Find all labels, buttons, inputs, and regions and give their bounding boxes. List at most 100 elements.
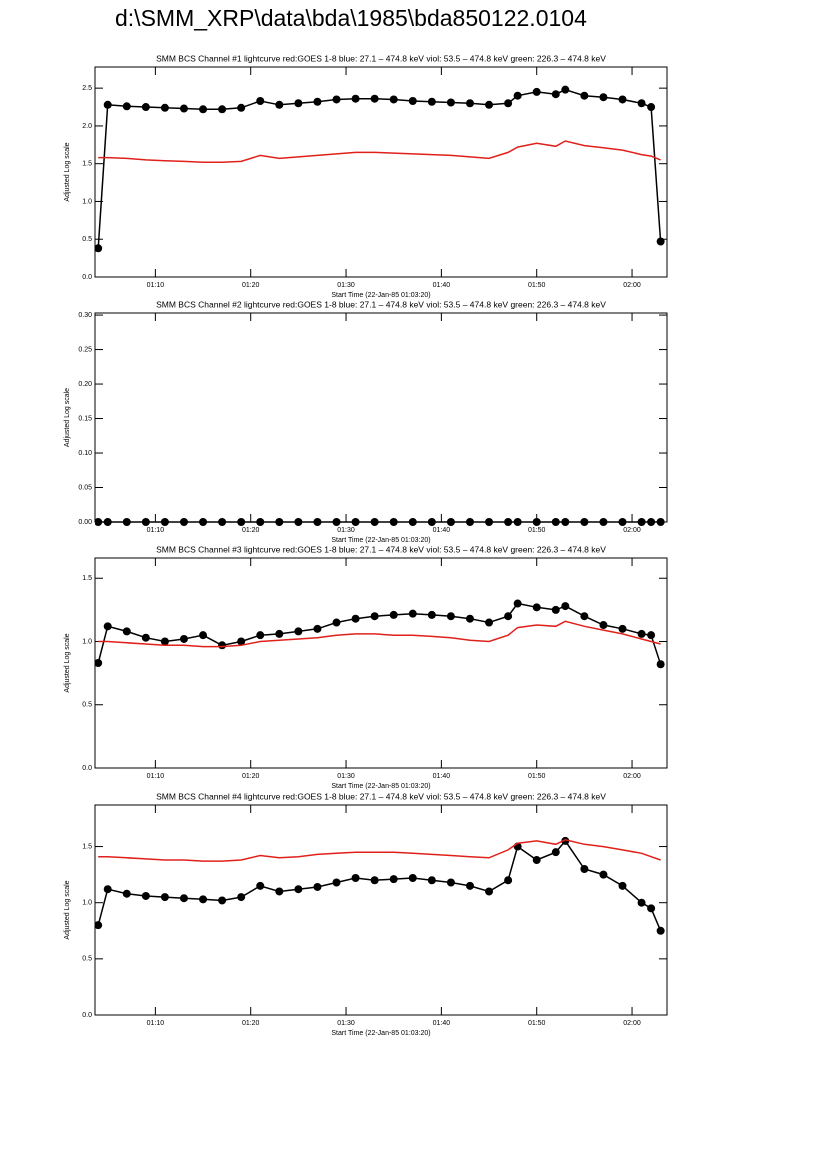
data-point: [580, 612, 589, 621]
data-point: [513, 599, 522, 608]
data-point: [237, 893, 246, 902]
x-tick-label: 01:20: [242, 282, 260, 289]
x-tick-label: 01:40: [433, 282, 451, 289]
data-point: [294, 99, 303, 108]
data-point: [551, 848, 560, 857]
chart-panel: SMM BCS Channel #2 lightcurve red:GOES 1…: [64, 299, 668, 544]
data-point: [408, 609, 417, 618]
y-tick-label: 1.0: [82, 900, 92, 907]
x-tick-label: 01:30: [337, 282, 355, 289]
data-point: [532, 87, 541, 96]
data-point: [313, 624, 322, 633]
data-point: [618, 881, 627, 890]
data-point: [294, 885, 303, 894]
y-axis-label: Adjusted Log scale: [64, 633, 71, 692]
data-point: [275, 887, 284, 896]
x-axis-label: Start Time (22-Jan-85 01:03:20): [331, 292, 430, 299]
data-point: [446, 98, 455, 107]
data-point: [103, 885, 112, 894]
data-point: [647, 103, 656, 112]
data-point: [122, 102, 131, 111]
data-point: [141, 633, 150, 642]
data-point: [218, 896, 227, 905]
x-tick-label: 01:50: [528, 773, 546, 780]
data-point: [561, 836, 570, 845]
x-tick-label: 01:50: [528, 1020, 546, 1027]
plot-frame: [94, 66, 668, 278]
y-axis-label: Adjusted Log scale: [64, 388, 71, 447]
y-tick-label: 1.5: [82, 843, 92, 850]
data-point: [256, 631, 265, 640]
data-point: [408, 873, 417, 882]
data-point: [513, 91, 522, 100]
data-point: [370, 612, 379, 621]
data-point: [656, 660, 665, 669]
data-point: [647, 904, 656, 913]
data-point: [532, 603, 541, 612]
data-point: [332, 95, 341, 104]
y-tick-label: 0.5: [82, 236, 92, 243]
y-tick-label: 0.5: [82, 956, 92, 963]
y-axis-label: Adjusted Log scale: [64, 142, 71, 201]
data-point: [599, 93, 608, 102]
data-point: [103, 100, 112, 109]
data-point: [599, 621, 608, 630]
data-point: [637, 898, 646, 907]
x-tick-label: 01:10: [147, 1020, 165, 1027]
data-point: [427, 97, 436, 106]
data-point: [256, 881, 265, 890]
data-point: [656, 926, 665, 935]
data-point: [179, 894, 188, 903]
data-point: [637, 99, 646, 108]
data-point: [618, 95, 627, 104]
plot-frame: [94, 312, 668, 523]
series-line: [97, 839, 662, 932]
y-axis-label: Adjusted Log scale: [64, 880, 71, 939]
y-tick-label: 0.05: [78, 484, 92, 491]
data-point: [179, 634, 188, 643]
x-tick-label: 01:30: [337, 1020, 355, 1027]
data-point: [446, 878, 455, 887]
data-point: [332, 878, 341, 887]
x-tick-label: 01:40: [433, 1020, 451, 1027]
data-point: [427, 876, 436, 885]
data-point: [485, 887, 494, 896]
chart-panel: SMM BCS Channel #1 lightcurve red:GOES 1…: [64, 53, 668, 299]
data-point: [389, 95, 398, 104]
y-tick-label: 1.0: [82, 638, 92, 645]
data-point: [532, 856, 541, 865]
data-point: [237, 637, 246, 646]
x-tick-label: 02:00: [623, 773, 641, 780]
series-line: [97, 88, 662, 249]
y-tick-label: 1.5: [82, 575, 92, 582]
y-tick-label: 0.15: [78, 415, 92, 422]
plot-frame: [94, 804, 668, 1016]
data-point: [351, 873, 360, 882]
data-point: [465, 881, 474, 890]
y-tick-label: 1.5: [82, 161, 92, 168]
data-point: [504, 876, 513, 885]
data-point: [237, 103, 246, 112]
data-point: [465, 99, 474, 108]
plot-frame: [94, 557, 668, 769]
data-point: [122, 627, 131, 636]
chart-title: SMM BCS Channel #2 lightcurve red:GOES 1…: [156, 299, 606, 309]
data-point: [199, 895, 208, 904]
data-point: [647, 631, 656, 640]
x-tick-label: 02:00: [623, 527, 641, 534]
data-point: [275, 100, 284, 109]
y-tick-label: 0.00: [78, 519, 92, 526]
y-tick-label: 2.5: [82, 85, 92, 92]
data-point: [485, 100, 494, 109]
data-point: [561, 602, 570, 611]
data-point: [580, 865, 589, 874]
x-tick-label: 01:40: [433, 527, 451, 534]
data-point: [313, 882, 322, 891]
data-point: [103, 622, 112, 631]
data-point: [141, 891, 150, 900]
chart-title: SMM BCS Channel #1 lightcurve red:GOES 1…: [156, 53, 606, 63]
data-point: [504, 99, 513, 108]
data-point: [370, 876, 379, 885]
plot-area: [95, 836, 665, 935]
